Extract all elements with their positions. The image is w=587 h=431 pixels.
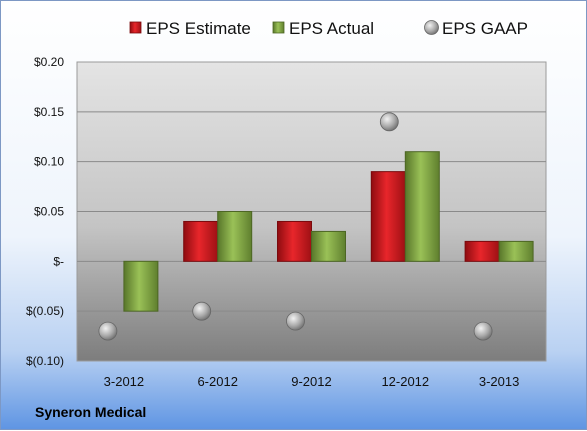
bar-eps-estimate [464,240,500,262]
legend-label: EPS Estimate [146,19,251,38]
y-axis-ticks: $0.20 $0.15 $0.10 $0.05 $- $(0.05) $(0.10) [26,55,64,368]
bar-eps-actual [404,151,440,262]
x-axis-ticks: 3-2012 6-2012 9-2012 12-2012 3-2013 [104,374,520,389]
y-tick-label: $0.15 [34,105,64,119]
y-tick-label: $0.10 [34,155,64,169]
x-tick-label: 12-2012 [381,374,429,389]
y-tick-label: $0.20 [34,55,64,69]
x-tick-label: 3-2012 [104,374,144,389]
y-tick-label: $(0.10) [26,354,64,368]
point-eps-gaap [98,321,118,341]
bar-eps-actual [217,211,253,262]
bars [123,151,534,312]
bar-eps-estimate [183,220,219,262]
point-eps-gaap [473,321,493,341]
bar-eps-actual [311,230,346,262]
legend-swatch [272,21,285,34]
x-tick-label: 3-2013 [479,374,519,389]
y-tick-label: $- [53,254,64,268]
legend-swatch [424,20,439,35]
legend-label: EPS GAAP [442,19,528,38]
legend: EPS Estimate EPS Actual EPS GAAP [129,19,528,38]
x-tick-label: 9-2012 [291,374,331,389]
x-tick-label: 6-2012 [197,374,237,389]
legend-swatch [129,21,142,34]
bar-eps-actual [123,260,159,312]
point-eps-gaap [286,311,305,331]
company-name: Syneron Medical [35,404,146,420]
point-eps-gaap [379,112,399,132]
bar-eps-estimate [277,220,312,262]
bar-eps-estimate [370,171,406,262]
y-tick-label: $(0.05) [26,304,64,318]
y-tick-label: $0.05 [34,205,64,219]
bar-eps-actual [498,240,534,262]
legend-label: EPS Actual [289,19,374,38]
gaap-points [98,112,493,341]
point-eps-gaap [192,301,212,321]
